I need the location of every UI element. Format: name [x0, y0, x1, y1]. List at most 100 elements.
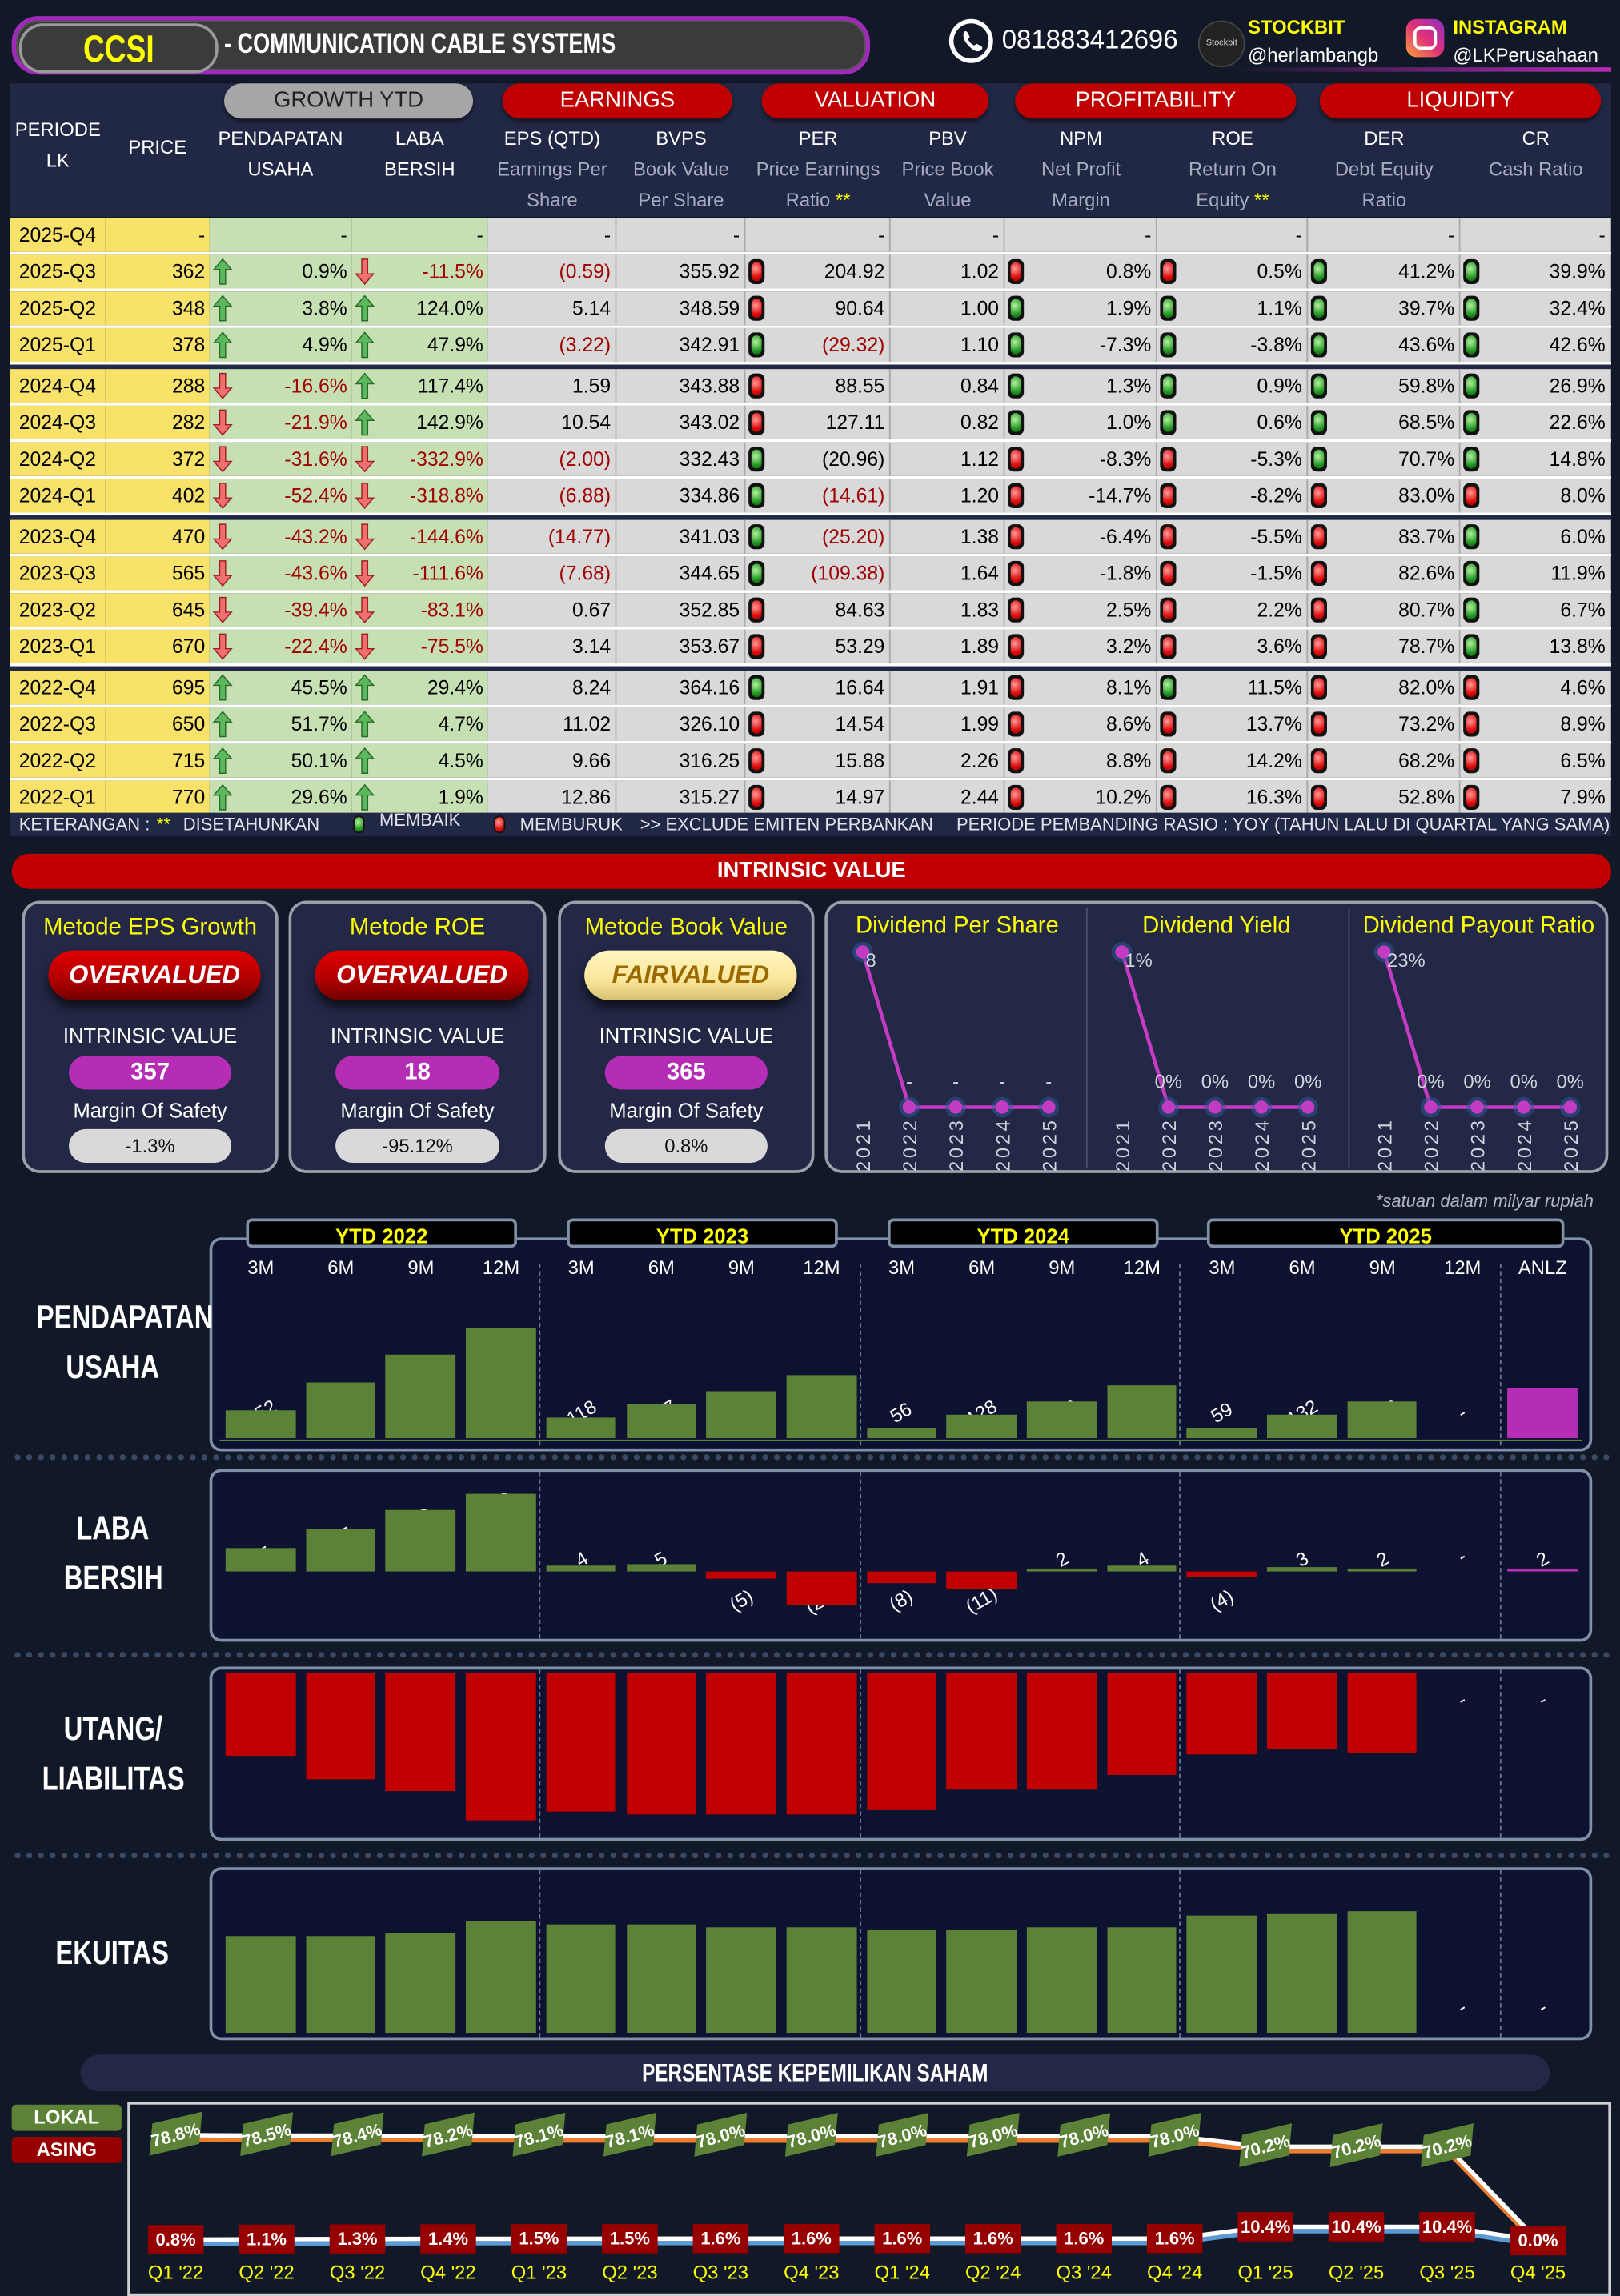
bar-ekuitas — [386, 1932, 456, 2034]
ratio-value: 0.8% — [1106, 260, 1152, 283]
ratio-value: - — [1447, 223, 1455, 246]
ratio-value: -8.2% — [1250, 484, 1302, 507]
cell-roe: -3.8% — [1157, 327, 1309, 363]
instagram-handle[interactable]: @LKPerusahaan — [1453, 43, 1598, 66]
indicator-light — [1010, 637, 1021, 656]
section-label-line: BERSIH — [12, 1553, 215, 1602]
green-indicator-icon — [1008, 295, 1025, 321]
column-header-der: DER Debt Equity Ratio — [1308, 123, 1460, 217]
cell-der: 68.5% — [1308, 405, 1461, 439]
table-row: 2024-Q2 372 -31.6% -332.9% (2.00) 332.43 (20.9… — [10, 442, 1611, 479]
column-title: BVPS — [656, 127, 707, 150]
column-label: 6M — [1289, 1256, 1316, 1279]
cell-npm: 8.1% — [1004, 671, 1157, 705]
ratio-value: 82.6% — [1398, 562, 1455, 585]
red-indicator-icon — [1310, 483, 1327, 509]
arrow-down-icon — [212, 523, 233, 551]
cell-der: 70.7% — [1308, 442, 1461, 476]
indicator-light — [1466, 335, 1477, 355]
bar-laba — [786, 1571, 856, 1606]
arrow-up-icon — [355, 372, 375, 400]
dividend-year-label: 2025 — [1298, 1117, 1320, 1172]
ratio-value: -1.8% — [1099, 562, 1152, 585]
margin-of-safety-label: Margin Of Safety — [73, 1098, 227, 1122]
column-title: PER — [798, 127, 838, 150]
dividend-point — [1254, 1100, 1269, 1114]
red-indicator-icon — [1160, 634, 1177, 659]
growth-value: 4.7% — [438, 713, 483, 735]
bar-pendapatan — [386, 1354, 456, 1439]
year-separator-line — [1500, 1264, 1502, 1446]
asing-value-label: 1.4% — [428, 2229, 468, 2249]
dividend-chart-title: Dividend Per Share — [856, 912, 1059, 939]
lokal-label-box — [422, 2112, 475, 2157]
year-separator-line — [1179, 1264, 1181, 1446]
ratio-value: 11.5% — [1247, 676, 1302, 699]
cell-laba-growth: -111.6% — [351, 556, 488, 591]
stockbit-handle[interactable]: @herlambangb — [1248, 43, 1379, 66]
cell-bvps: 348.59 — [616, 291, 746, 326]
ratio-value: 82.0% — [1398, 676, 1455, 699]
section-label-ekuitas: EKUITAS — [12, 1927, 215, 1977]
bar-laba — [466, 1493, 536, 1572]
cell-price: 565 — [105, 556, 210, 591]
ratio-value: 16.3% — [1245, 786, 1302, 809]
cell-npm: 10.2% — [1004, 780, 1157, 815]
green-indicator-icon — [1160, 332, 1177, 358]
green-indicator-icon — [1463, 332, 1480, 358]
asing-value-label: 1.3% — [337, 2229, 377, 2249]
cell-price: 670 — [105, 629, 210, 663]
growth-value: 4.5% — [438, 749, 483, 772]
indicator-light — [751, 299, 762, 319]
year-separator-line — [1179, 1472, 1181, 1639]
red-indicator-icon — [1008, 711, 1025, 737]
dividend-value-label: 0% — [1417, 1072, 1444, 1093]
indicator-light — [1313, 262, 1325, 282]
cell-laba-growth: 142.9% — [351, 405, 488, 439]
ratio-value: (109.38) — [811, 562, 885, 585]
cell-price: 650 — [105, 707, 210, 741]
dividend-value-label: 0% — [1510, 1072, 1537, 1093]
instagram-label: INSTAGRAM — [1453, 16, 1567, 38]
cell-pbv: 0.84 — [890, 369, 1005, 403]
red-indicator-icon — [1310, 675, 1327, 700]
bar-ekuitas — [1187, 1915, 1257, 2034]
legend-memburuk: MEMBURUK — [519, 814, 623, 835]
cell-cr: 4.6% — [1460, 671, 1611, 705]
indicator-light — [1466, 715, 1477, 734]
column-subtitle-2: Margin — [1004, 185, 1157, 215]
cell-periode: 2025-Q1 — [10, 327, 106, 363]
unit-footnote: *satuan dalam milyar rupiah — [1375, 1190, 1594, 1212]
ratio-value: 7.9% — [1560, 786, 1606, 809]
red-indicator-icon — [748, 748, 765, 774]
bar-ekuitas — [946, 1930, 1017, 2034]
lokal-label-box — [784, 2113, 838, 2157]
cell-pendapatan-growth: -31.6% — [209, 442, 352, 476]
red-indicator-icon — [1310, 560, 1327, 586]
column-subtitle: Price Book — [901, 158, 994, 181]
red-indicator-icon — [748, 373, 765, 399]
cell-roe: 11.5% — [1157, 671, 1309, 705]
cell-npm: 3.2% — [1004, 629, 1157, 663]
cell-bvps: 355.92 — [616, 254, 746, 289]
ratio-value: 14.2% — [1245, 749, 1302, 772]
arrow-up-icon — [355, 409, 375, 437]
column-label: 12M — [1123, 1256, 1161, 1279]
green-indicator-icon — [1310, 373, 1327, 399]
red-indicator-icon — [748, 784, 765, 810]
ratio-value: 13.8% — [1549, 635, 1606, 658]
indicator-light — [1313, 751, 1325, 771]
cell-cr: 6.7% — [1460, 593, 1611, 627]
indicator-light — [1313, 527, 1325, 547]
indicator-light — [1466, 678, 1477, 698]
year-separator — [10, 364, 1611, 370]
ratio-value: 8.8% — [1106, 749, 1152, 772]
red-indicator-icon — [1160, 483, 1177, 509]
ratio-value: 26.9% — [1549, 375, 1606, 397]
red-indicator-icon — [1008, 597, 1025, 623]
cell-cr: 6.0% — [1460, 519, 1611, 554]
bar-laba — [1106, 1565, 1177, 1572]
green-indicator-icon — [1463, 634, 1480, 659]
bar-laba — [305, 1529, 376, 1572]
indicator-light — [751, 678, 762, 698]
